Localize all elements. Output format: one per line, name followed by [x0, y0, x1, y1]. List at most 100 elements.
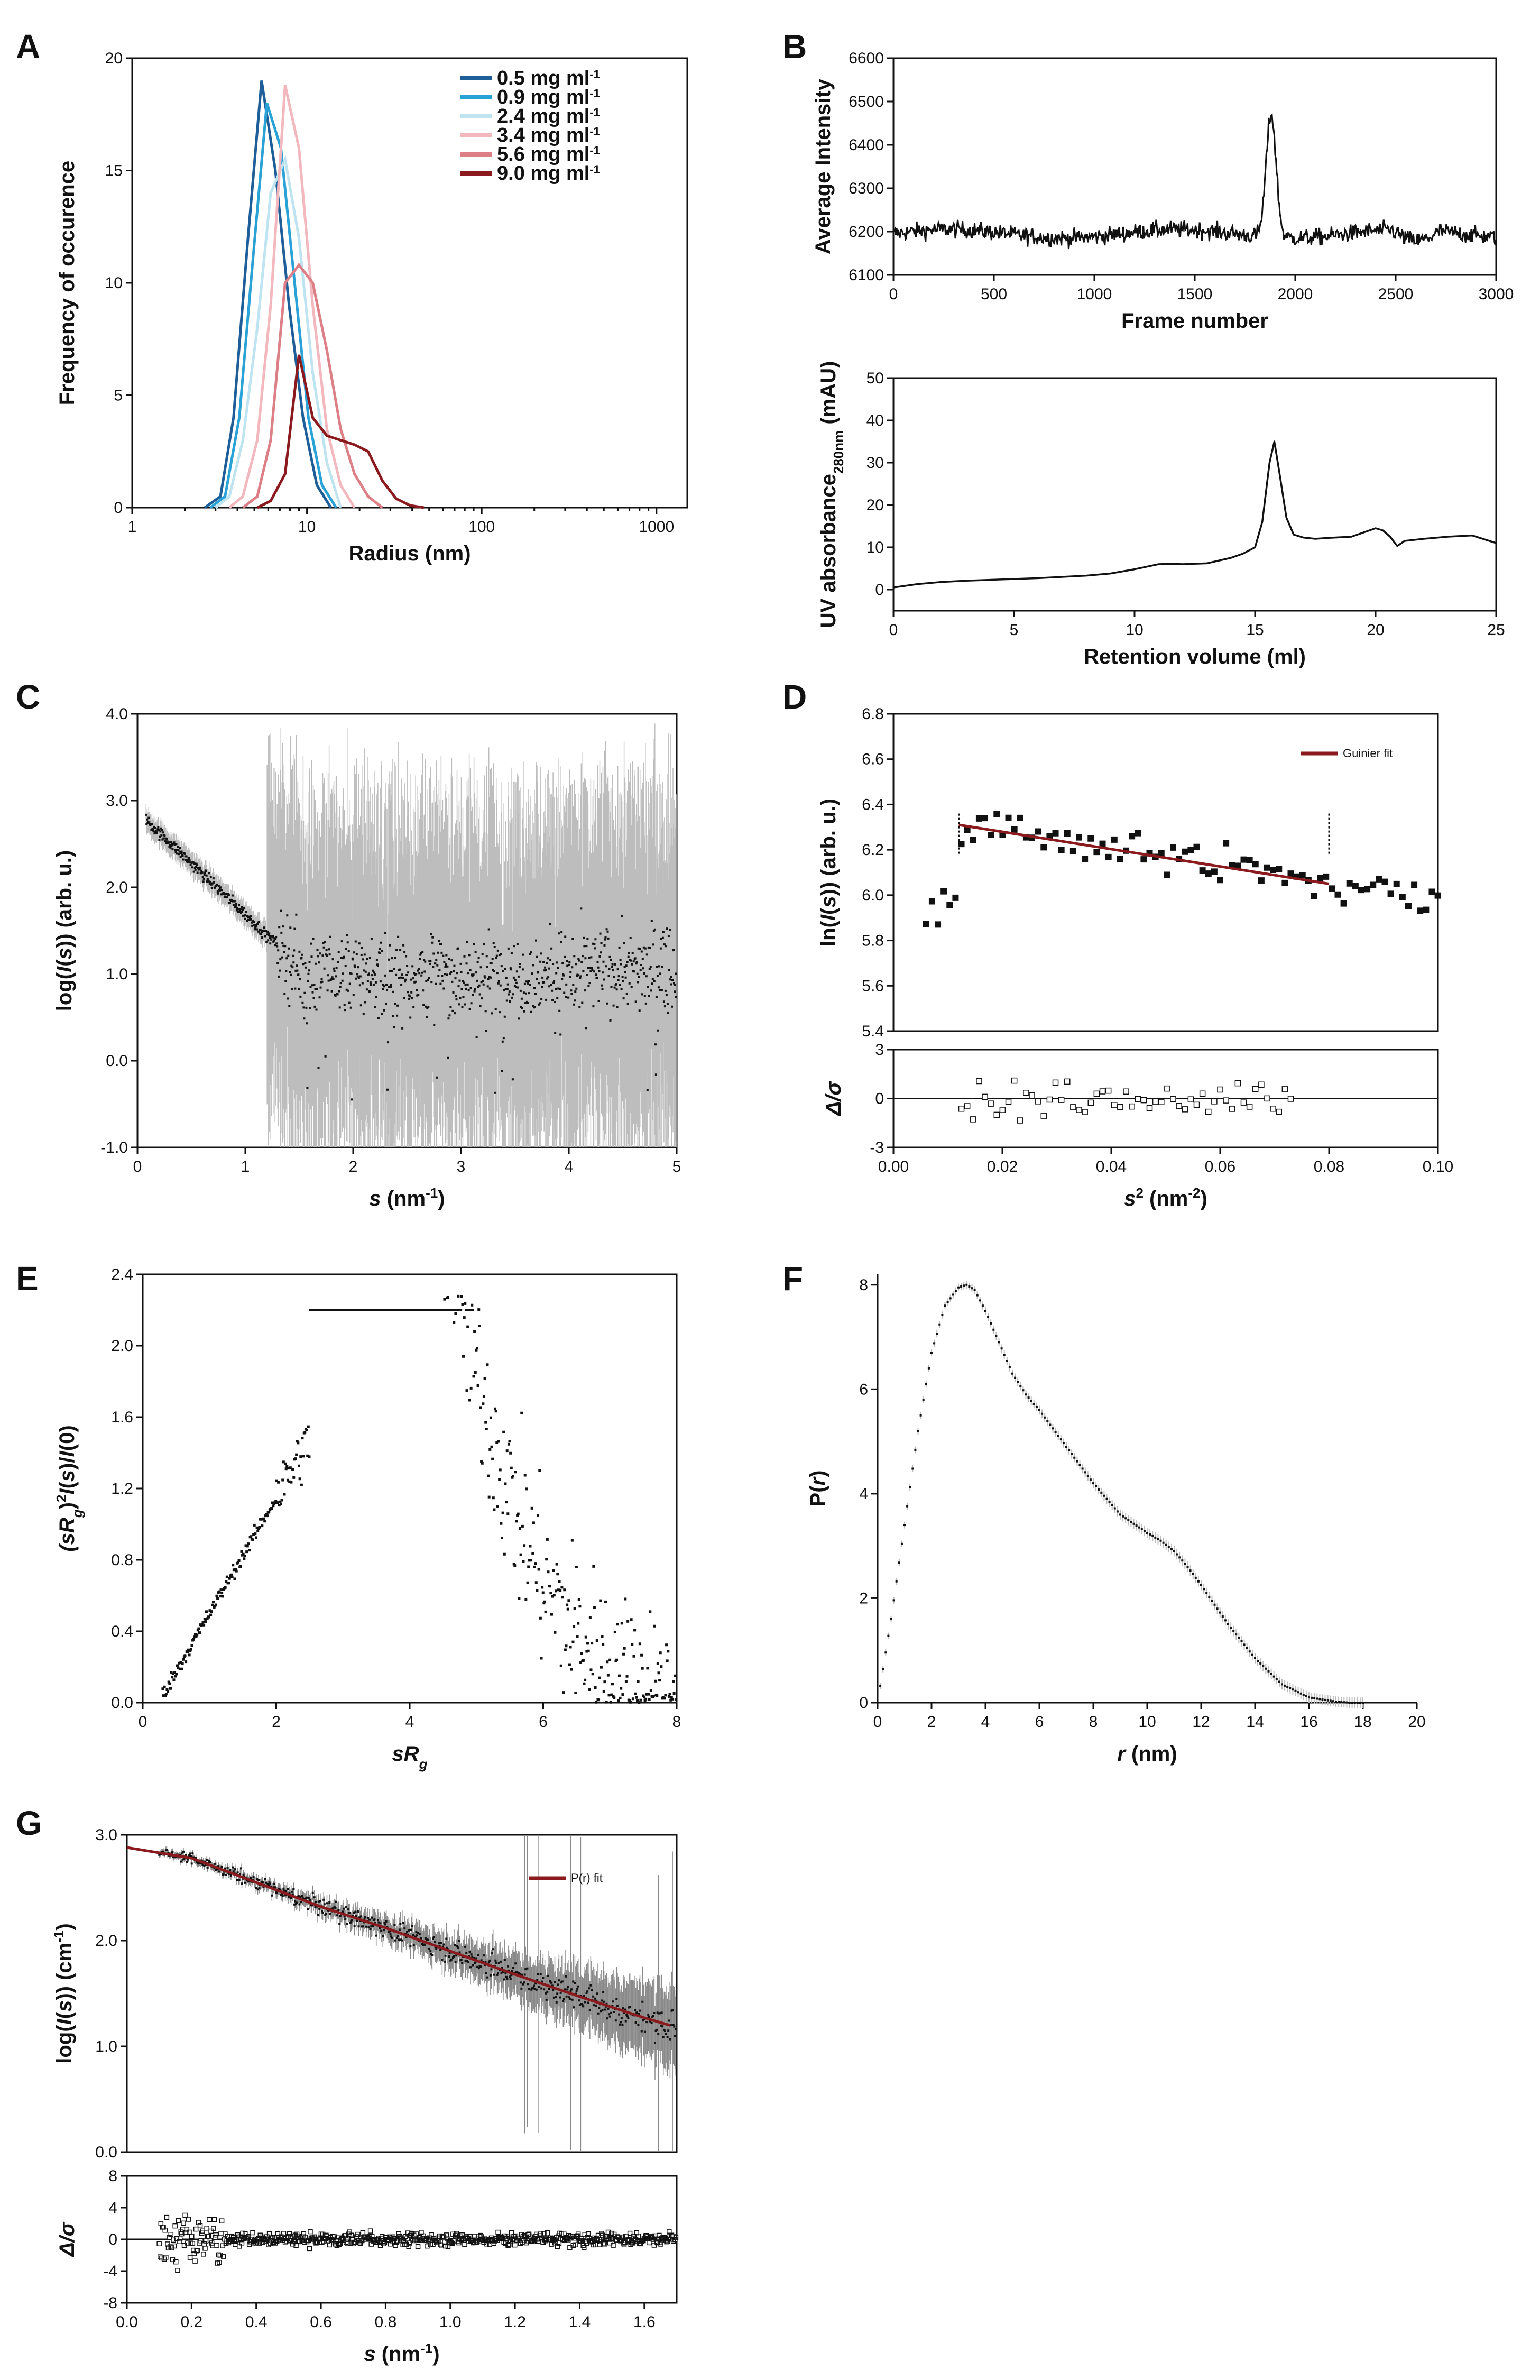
x-axis-label: sRg: [392, 1742, 427, 1772]
legend-label: 0.9 mg ml-1: [497, 86, 600, 108]
x-tick-label: 0.10: [1423, 1158, 1453, 1175]
y-axis-label: ln(I(s)) (arb. u.): [817, 798, 840, 947]
x-tick-label: 0.4: [245, 2313, 268, 2331]
y-tick-label: 6400: [849, 136, 884, 154]
x-tick-label: 0.04: [1096, 1158, 1127, 1175]
x-tick-label: 6: [1035, 1713, 1044, 1731]
x-tick-label: 8: [1089, 1713, 1098, 1731]
y-tick-label: 6100: [849, 267, 884, 284]
x-tick-label: 0.00: [878, 1158, 909, 1175]
y-tick-label: 10: [866, 539, 884, 556]
x-tick-label: 1: [241, 1158, 250, 1175]
y-tick-label: 30: [866, 454, 884, 472]
y-tick-label: 6500: [849, 93, 884, 111]
x-tick-label: 2: [272, 1713, 281, 1731]
y-tick-label: 3: [875, 1041, 884, 1059]
y-axis-label: log(I(s)) (cm-1): [51, 1923, 76, 2063]
x-tick-label: 6: [539, 1713, 548, 1731]
x-tick-label: 3000: [1479, 286, 1514, 303]
plot-frame: [131, 57, 688, 509]
x-tick-label: 0: [889, 286, 898, 303]
x-tick-label: 1: [128, 518, 137, 536]
x-tick-label: 0.6: [310, 2313, 332, 2331]
x-tick-label: 100: [468, 518, 495, 536]
y-tick-label: -4: [103, 2263, 117, 2280]
y-axis-label: Frequency of occurence: [56, 161, 79, 405]
y-tick-label: 0: [875, 581, 884, 599]
y-tick-label: 20: [866, 497, 884, 514]
x-tick-label: 2: [927, 1713, 936, 1731]
y-tick-label: 0: [114, 499, 123, 517]
x-tick-label: 500: [981, 286, 1007, 303]
series-line-3.4-mg-ml: [228, 85, 356, 509]
panel-C: 0 1 2 3 4 5 -1.0 0.0 1.0 2.0 3.0 4.0 s (nm-1) log(I(s…: [53, 705, 681, 1210]
y-tick-label: 1.0: [106, 966, 128, 983]
residual-points: [156, 2212, 679, 2273]
x-tick-label: 1000: [639, 518, 674, 536]
error-bars: [145, 723, 677, 1147]
y-axis-label: UV absorbance280nm (mAU): [817, 361, 846, 628]
y-tick-label: 6.4: [862, 796, 884, 813]
y-tick-label: 0: [108, 2231, 117, 2248]
x-tick-label: 10: [1126, 621, 1143, 639]
y-tick-label: 4.0: [106, 705, 128, 723]
x-axis-label: s2 (nm-2): [1124, 1185, 1207, 1210]
x-tick-label: 3: [457, 1158, 466, 1175]
data-points: [145, 813, 677, 1101]
x-tick-label: 2000: [1278, 286, 1313, 303]
legend-label: 9.0 mg ml-1: [497, 162, 600, 185]
series-line-0.9-mg-ml: [209, 103, 338, 509]
residual-points: [958, 1077, 1294, 1124]
y-tick-label: 6.6: [862, 751, 884, 768]
y-tick-label: 15: [105, 162, 123, 180]
panel-label-D: D: [782, 678, 807, 716]
y-tick-label: 5.8: [862, 932, 884, 950]
x-axis-label: s (nm-1): [369, 1185, 445, 1210]
y-tick-label: 2.0: [106, 879, 128, 896]
x-tick-label: 1000: [1077, 286, 1112, 303]
resid-axis-label: Δ/σ: [56, 2221, 79, 2257]
panel-label-E: E: [16, 1260, 39, 1298]
panel-G: 0.0 1.0 2.0 3.0 0.0 0.2 0.4 0.6 0.8 1.0 1.2 1.4 1.6 -…: [51, 1826, 679, 2366]
y-tick-label: -1.0: [100, 1139, 128, 1156]
y-tick-label: 0.0: [111, 1694, 133, 1712]
y-axis-label: P(r): [806, 1471, 829, 1507]
y-tick-label: 2.4: [111, 1266, 133, 1283]
y-tick-label: 3.0: [106, 792, 128, 810]
panel-B-bottom: 0 5 10 15 20 25 0 10 20 30 40 50 Retention volume (m…: [817, 361, 1505, 668]
x-tick-label: 16: [1300, 1713, 1317, 1731]
x-tick-label: 1.0: [439, 2313, 462, 2331]
x-tick-label: 1500: [1177, 286, 1213, 303]
y-tick-label: 1.6: [111, 1409, 133, 1426]
panel-E: 0 2 4 6 8 0.0 0.4 0.8 1.2 1.6 2.0 2.4 sRg (sRg)2I(s)/…: [53, 1266, 681, 1772]
legend-label: P(r) fit: [571, 1871, 603, 1885]
y-tick-label: 4: [108, 2199, 117, 2217]
guinier-fit-line: [958, 823, 1330, 885]
y-axis-label: Average Intensity: [812, 78, 835, 254]
legend-label: 2.4 mg ml-1: [497, 105, 600, 127]
series-line-5.6-mg-ml: [242, 262, 383, 509]
y-tick-label: 5.4: [862, 1023, 884, 1040]
panel-label-A: A: [16, 27, 40, 66]
y-tick-label: -3: [870, 1139, 884, 1156]
x-tick-label: 2500: [1378, 286, 1414, 303]
y-tick-label: -8: [103, 2294, 117, 2312]
legend-label: 5.6 mg ml-1: [497, 143, 600, 166]
x-tick-label: 14: [1246, 1713, 1264, 1731]
x-axis-label: Radius (nm): [348, 542, 471, 565]
data-points: [923, 811, 1441, 928]
x-tick-label: 1.6: [633, 2313, 656, 2331]
plot-frame: [126, 1834, 678, 2153]
y-tick-label: 1.2: [111, 1480, 133, 1497]
x-tick-label: 0.06: [1205, 1158, 1235, 1175]
y-tick-label: 2.0: [111, 1337, 133, 1355]
y-tick-label: 5: [114, 387, 123, 405]
x-tick-label: 4: [565, 1158, 574, 1175]
legend-label: 0.5 mg ml-1: [497, 67, 600, 89]
x-tick-label: 0.0: [116, 2313, 138, 2331]
x-tick-label: 15: [1246, 621, 1264, 639]
x-tick-label: 0.8: [375, 2313, 397, 2331]
x-tick-label: 12: [1192, 1713, 1210, 1731]
x-tick-label: 20: [1367, 621, 1384, 639]
x-tick-label: 0.08: [1314, 1158, 1344, 1175]
